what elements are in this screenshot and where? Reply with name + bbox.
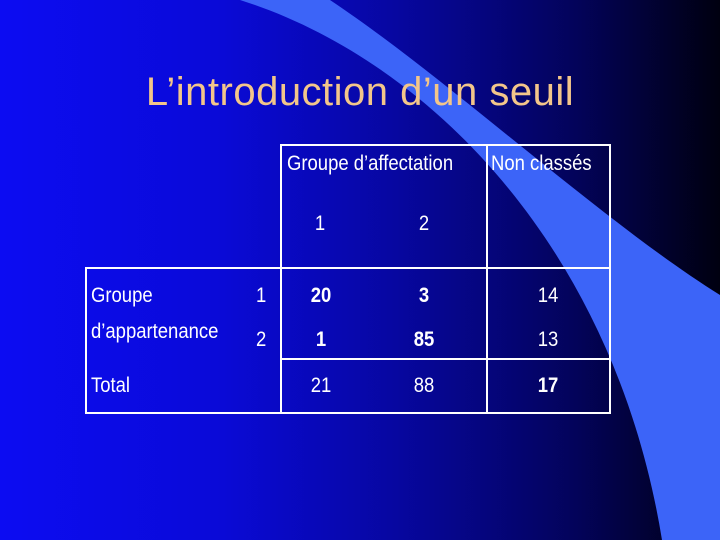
row-label-line1: Groupe xyxy=(91,284,153,307)
row-1-g1: 20 xyxy=(310,284,332,307)
row-1-g2: 3 xyxy=(418,284,430,307)
total-unclassified-cell xyxy=(486,358,611,414)
row-2-group: 2 xyxy=(256,328,267,351)
row-label-line2: d’appartenance xyxy=(91,320,219,343)
total-label: Total xyxy=(91,374,131,397)
header-unclassified: Non classés xyxy=(491,152,592,175)
header-col-2: 2 xyxy=(418,212,430,235)
row-2-unclassified: 13 xyxy=(537,328,559,351)
row-2-g1: 1 xyxy=(315,328,327,351)
row-1-group: 1 xyxy=(256,284,267,307)
total-g1: 21 xyxy=(310,374,332,397)
body-groups-cell xyxy=(280,267,488,360)
header-assigned-group: Groupe d’affectation xyxy=(287,152,454,175)
header-col-1: 1 xyxy=(314,212,326,235)
slide-title: L’introduction d’un seuil xyxy=(145,70,575,114)
total-g2: 88 xyxy=(413,374,435,397)
total-unclassified: 17 xyxy=(537,374,559,397)
row-2-g2: 85 xyxy=(413,328,435,351)
row-1-unclassified: 14 xyxy=(537,284,559,307)
